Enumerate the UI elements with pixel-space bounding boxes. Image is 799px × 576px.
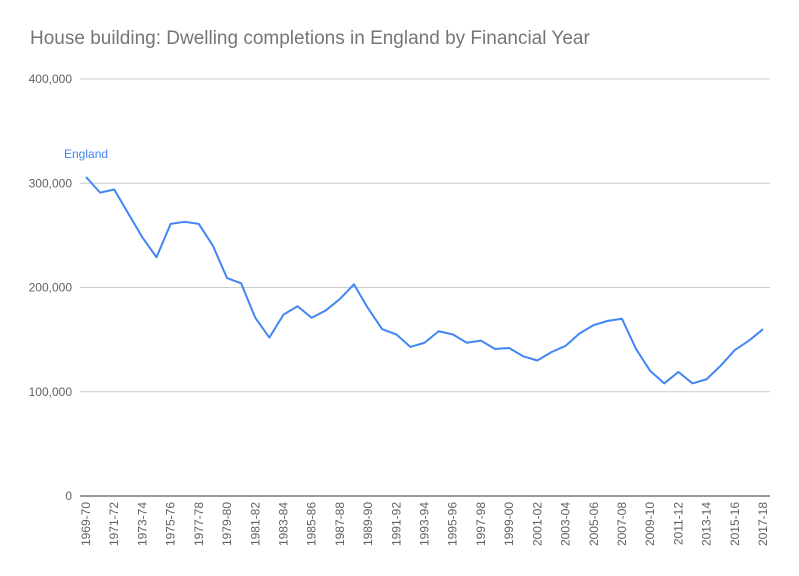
y-axis-ticks: 0 100,000 200,000 300,000 400,000 xyxy=(29,72,73,503)
x-tick-label: 1997-98 xyxy=(474,502,488,546)
x-tick-label: 2003-04 xyxy=(559,502,573,546)
x-tick-label: 1985-86 xyxy=(305,502,319,546)
x-tick-label: 1989-90 xyxy=(361,502,375,546)
x-tick-label: 1969-70 xyxy=(79,502,93,546)
gridlines xyxy=(80,78,770,497)
series-line-england xyxy=(85,176,764,385)
x-tick-label: 1993-94 xyxy=(418,502,432,546)
x-tick-label: 2017-18 xyxy=(756,502,770,546)
x-tick-label: 1987-88 xyxy=(333,502,347,546)
series-layer: England xyxy=(64,147,764,385)
chart-title: House building: Dwelling completions in … xyxy=(30,28,590,49)
series-label: England xyxy=(64,147,108,161)
x-tick-label: 1995-96 xyxy=(446,502,460,546)
x-tick-label: 1991-92 xyxy=(389,502,403,546)
y-tick-label: 100,000 xyxy=(29,385,73,399)
x-tick-label: 1975-76 xyxy=(164,502,178,546)
x-tick-label: 2005-06 xyxy=(587,502,601,546)
x-tick-label: 1983-84 xyxy=(276,502,290,546)
x-tick-label: 2013-14 xyxy=(700,502,714,546)
y-tick-label: 200,000 xyxy=(29,281,73,295)
x-tick-label: 1979-80 xyxy=(220,502,234,546)
x-axis-ticks: 1969-70 1971-72 1973-74 1975-76 1977-78 1979-… xyxy=(79,502,770,546)
x-tick-label: 1973-74 xyxy=(135,502,149,546)
x-tick-label: 2009-10 xyxy=(643,502,657,546)
x-tick-label: 1981-82 xyxy=(248,502,262,546)
x-tick-label: 1977-78 xyxy=(192,502,206,546)
x-tick-label: 2011-12 xyxy=(671,502,685,545)
x-tick-label: 1999-00 xyxy=(502,502,516,546)
y-tick-label: 0 xyxy=(65,489,72,503)
x-tick-label: 2001-02 xyxy=(530,502,544,546)
x-tick-label: 1971-72 xyxy=(107,502,121,546)
y-tick-label: 300,000 xyxy=(29,176,73,190)
x-tick-label: 2007-08 xyxy=(615,502,629,546)
y-tick-label: 400,000 xyxy=(29,72,73,86)
x-tick-label: 2015-16 xyxy=(728,502,742,546)
